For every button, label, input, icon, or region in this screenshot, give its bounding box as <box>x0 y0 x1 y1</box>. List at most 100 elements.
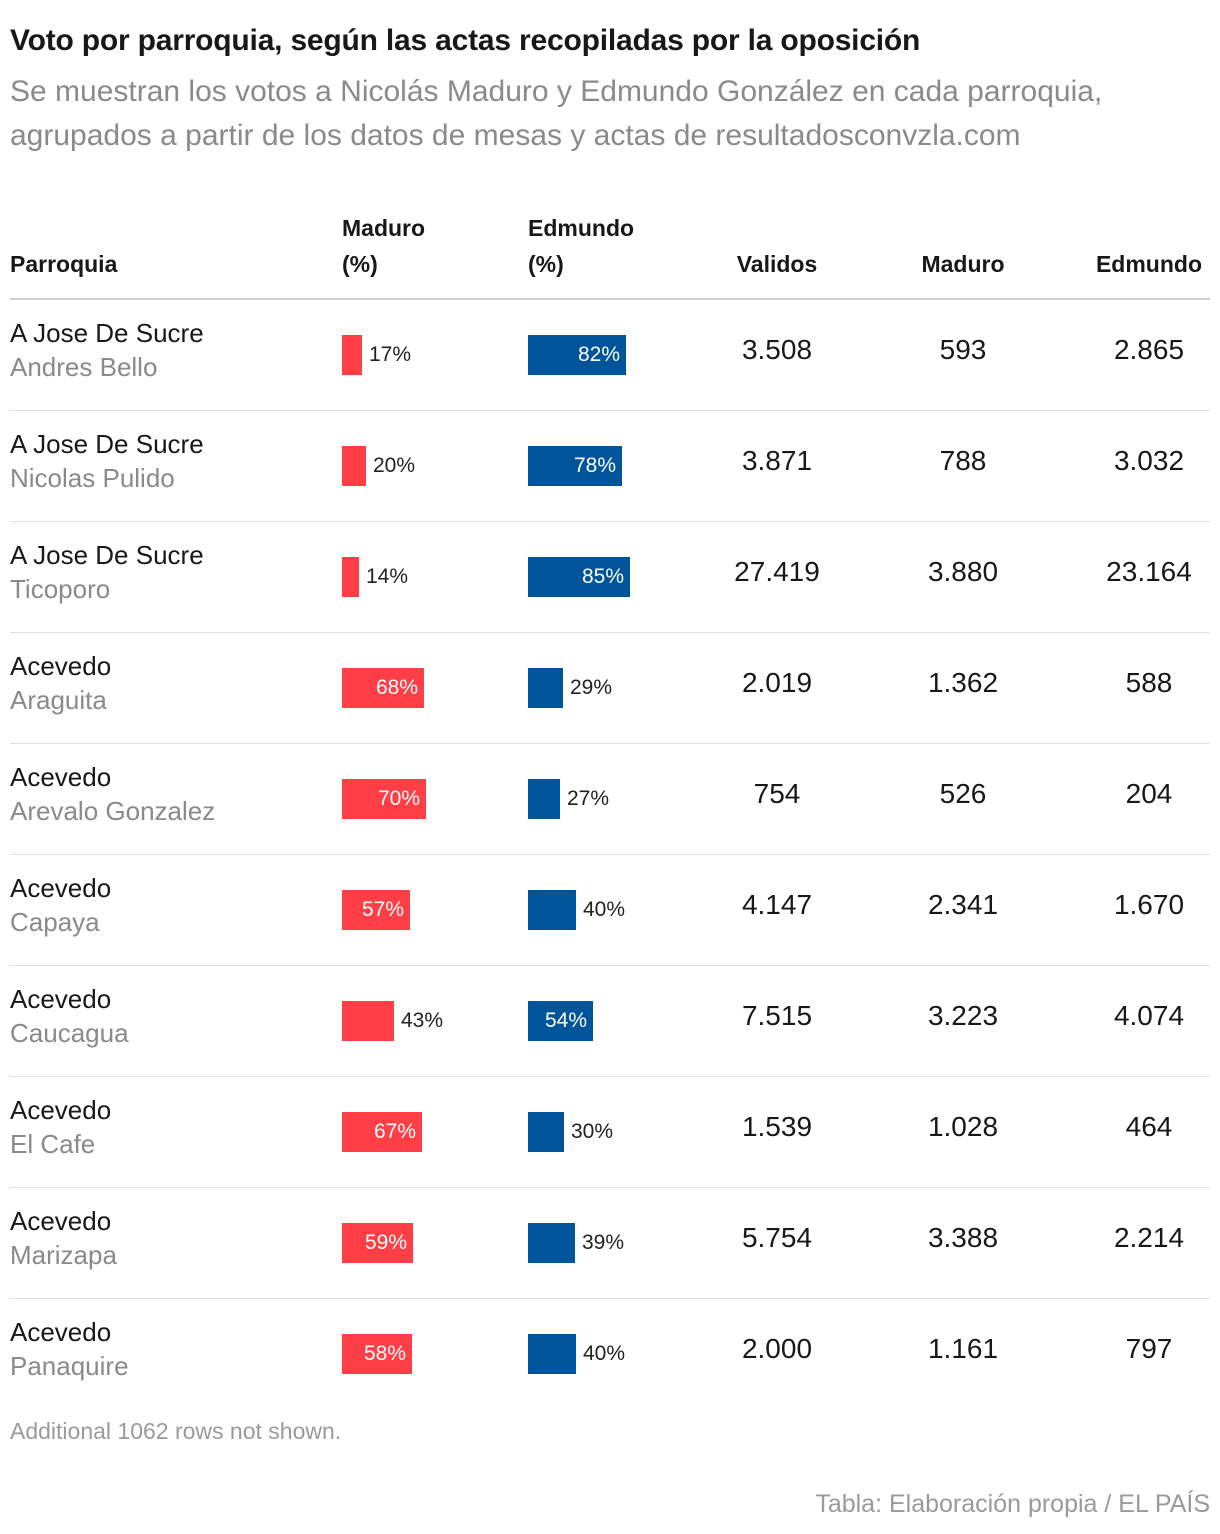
validos-value: 1.539 <box>741 1111 813 1142</box>
edmundo-pct-bar <box>528 1112 564 1152</box>
edmundo-votes-value: 3.032 <box>1113 445 1185 476</box>
municipio-name: Acevedo <box>10 762 112 792</box>
edmundo-votes-value: 588 <box>1125 667 1173 698</box>
table-row: Acevedo Araguita 68% 29% 2.019 1.362 588 <box>10 633 1210 744</box>
maduro-pct-label: 58% <box>363 1342 406 1365</box>
edmundo-votes-value: 2.214 <box>1113 1222 1185 1253</box>
maduro-votes-value: 2.341 <box>927 889 999 920</box>
maduro-pct-label: 14% <box>366 565 409 588</box>
table-row: A Jose De Sucre Ticoporo 14% 85% 27.419 3.880… <box>10 522 1210 633</box>
edmundo-pct-label: 40% <box>583 898 626 921</box>
maduro-votes-value: 526 <box>939 778 987 809</box>
municipio-name: A Jose De Sucre <box>10 429 204 459</box>
column-header-edmundo[interactable]: Edmundo <box>1095 251 1203 277</box>
table-body: A Jose De Sucre Andres Bello 17% 82% 3.508 59… <box>10 300 1210 1409</box>
maduro-pct-label: 68% <box>375 676 418 699</box>
edmundo-pct-label: 39% <box>582 1231 625 1254</box>
parroquia-name: Marizapa <box>10 1240 117 1270</box>
validos-value: 7.515 <box>741 1000 813 1031</box>
table-row: Acevedo Caucagua 43% 54% 7.515 3.223 4.074 <box>10 966 1210 1077</box>
edmundo-votes-value: 797 <box>1125 1333 1173 1364</box>
municipio-name: Acevedo <box>10 1095 112 1125</box>
table-row: A Jose De Sucre Andres Bello 17% 82% 3.508 59… <box>10 300 1210 411</box>
maduro-pct-bar <box>342 557 359 597</box>
edmundo-pct-label: 27% <box>567 787 610 810</box>
validos-value: 2.019 <box>741 667 813 698</box>
maduro-pct-bar <box>342 446 366 486</box>
maduro-votes-value: 3.880 <box>927 556 999 587</box>
municipio-name: Acevedo <box>10 873 112 903</box>
table-row: Acevedo Panaquire 58% 40% 2.000 1.161 797 <box>10 1299 1210 1409</box>
maduro-votes-value: 3.388 <box>927 1222 999 1253</box>
maduro-votes-value: 3.223 <box>927 1000 999 1031</box>
column-header-edmundo-pct-line2: (%) <box>528 251 564 277</box>
validos-value: 27.419 <box>734 556 820 587</box>
maduro-pct-bar <box>342 1001 394 1041</box>
edmundo-pct-label: 82% <box>577 343 620 366</box>
maduro-pct-label: 57% <box>361 898 404 921</box>
parroquia-name: El Cafe <box>10 1129 96 1159</box>
edmundo-pct-label: 85% <box>581 565 624 588</box>
edmundo-pct-bar <box>528 1223 575 1263</box>
edmundo-votes-value: 1.670 <box>1113 889 1185 920</box>
table-row: Acevedo El Cafe 67% 30% 1.539 1.028 464 <box>10 1077 1210 1188</box>
edmundo-pct-label: 40% <box>583 1342 626 1365</box>
edmundo-votes-value: 23.164 <box>1106 556 1192 587</box>
chart-subtitle: Se muestran los votos a Nicolás Maduro y… <box>10 75 1103 152</box>
municipio-name: Acevedo <box>10 984 112 1014</box>
maduro-pct-label: 43% <box>401 1009 444 1032</box>
edmundo-votes-value: 2.865 <box>1113 334 1185 365</box>
municipio-name: A Jose De Sucre <box>10 540 204 570</box>
maduro-votes-value: 1.161 <box>927 1333 999 1364</box>
source-credit: Tabla: Elaboración propia / EL PAÍS <box>815 1490 1210 1518</box>
column-header-edmundo-pct-line1: Edmundo <box>528 215 635 241</box>
edmundo-pct-bar <box>528 779 560 819</box>
parroquia-name: Panaquire <box>10 1351 129 1381</box>
maduro-pct-bar <box>342 779 426 819</box>
table-row: Acevedo Arevalo Gonzalez 70% 27% 754 526 204 <box>10 744 1210 855</box>
validos-value: 2.000 <box>741 1333 813 1364</box>
maduro-pct-bar <box>342 335 362 375</box>
parroquia-name: Capaya <box>10 907 100 937</box>
column-header-maduro-pct-line2: (%) <box>342 251 378 277</box>
maduro-votes-value: 1.028 <box>927 1111 999 1142</box>
municipio-name: A Jose De Sucre <box>10 318 204 348</box>
column-header-maduro-pct-line1: Maduro <box>342 215 426 241</box>
chart-title: Voto por parroquia, según las actas reco… <box>10 24 921 57</box>
maduro-pct-label: 67% <box>373 1120 416 1143</box>
parroquia-name: Ticoporo <box>10 574 111 604</box>
table-row: Acevedo Capaya 57% 40% 4.147 2.341 1.670 <box>10 855 1210 966</box>
edmundo-pct-label: 78% <box>573 454 616 477</box>
column-header-validos[interactable]: Validos <box>736 251 818 277</box>
edmundo-pct-bar <box>528 1001 593 1041</box>
rows-not-shown-note: Additional 1062 rows not shown. <box>10 1418 342 1444</box>
maduro-pct-label: 20% <box>373 454 416 477</box>
table-row: Acevedo Marizapa 59% 39% 5.754 3.388 2.214 <box>10 1188 1210 1299</box>
edmundo-pct-label: 29% <box>570 676 613 699</box>
edmundo-pct-bar <box>528 335 626 375</box>
validos-value: 3.508 <box>741 334 813 365</box>
edmundo-pct-bar <box>528 1334 576 1374</box>
maduro-pct-bar <box>342 668 424 708</box>
maduro-pct-bar <box>342 1112 422 1152</box>
validos-value: 3.871 <box>741 445 813 476</box>
column-header-maduro-pct[interactable]: Maduro (%) <box>342 210 425 282</box>
edmundo-pct-bar <box>528 557 630 597</box>
maduro-votes-value: 1.362 <box>927 667 999 698</box>
parroquia-name: Arevalo Gonzalez <box>10 796 216 826</box>
municipio-name: Acevedo <box>10 1206 112 1236</box>
edmundo-votes-value: 464 <box>1125 1111 1173 1142</box>
maduro-pct-label: 17% <box>369 343 412 366</box>
edmundo-pct-label: 54% <box>544 1009 587 1032</box>
column-header-edmundo-pct[interactable]: Edmundo (%) <box>528 210 634 282</box>
column-header-maduro[interactable]: Maduro <box>921 251 1005 277</box>
parroquia-name: Nicolas Pulido <box>10 463 175 493</box>
edmundo-pct-bar <box>528 446 622 486</box>
column-header-parroquia[interactable]: Parroquia <box>10 251 118 277</box>
maduro-pct-bar <box>342 1223 413 1263</box>
edmundo-pct-bar <box>528 890 576 930</box>
maduro-pct-bar <box>342 1334 412 1374</box>
parroquia-name: Andres Bello <box>10 352 158 382</box>
maduro-votes-value: 788 <box>939 445 987 476</box>
edmundo-votes-value: 4.074 <box>1113 1000 1185 1031</box>
